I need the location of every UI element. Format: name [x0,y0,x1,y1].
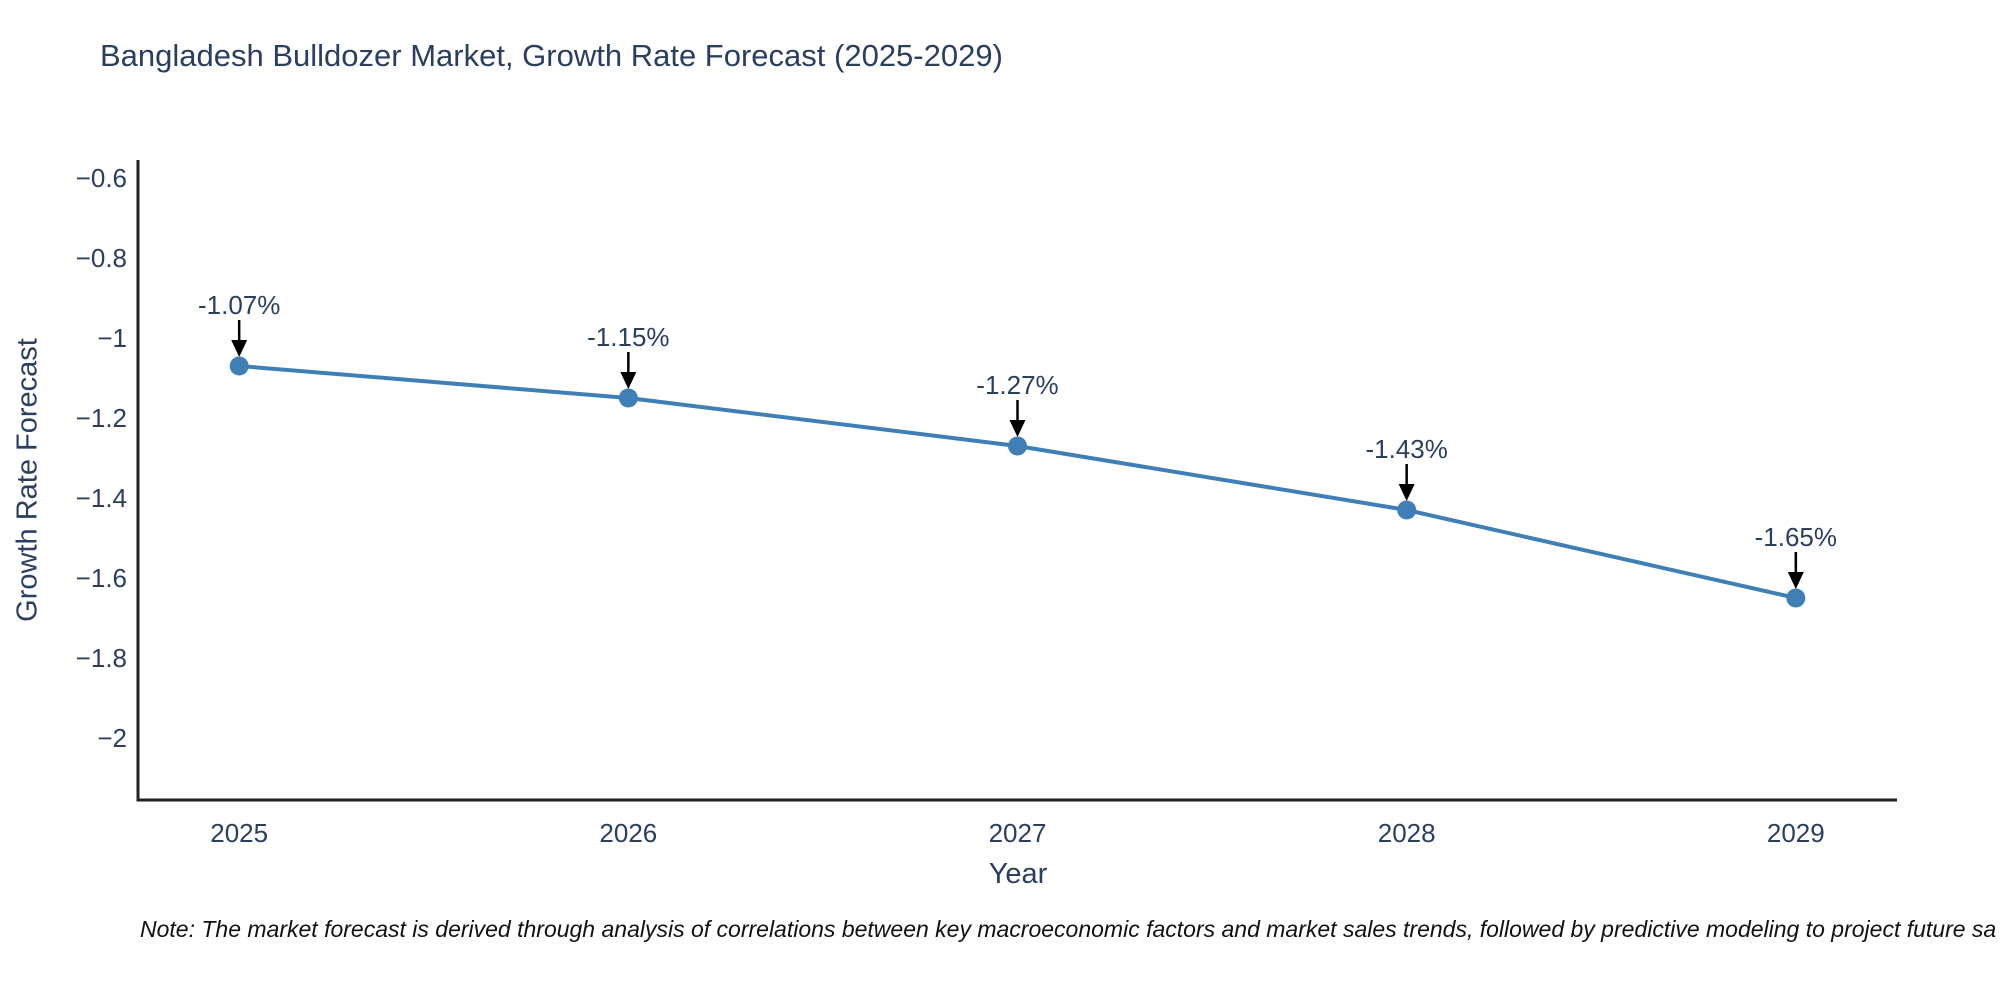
y-tick-label: −2 [97,723,127,753]
annotation-arrow-head [1398,484,1415,501]
x-tick-label: 2027 [989,818,1047,848]
annotation-arrow-head [231,340,248,357]
x-tick-label: 2029 [1767,818,1825,848]
data-point-label: -1.15% [587,322,669,352]
x-tick-label: 2026 [599,818,657,848]
y-axis-title: Growth Rate Forecast [11,338,44,622]
y-tick-label: −0.6 [76,163,127,193]
y-tick-label: −1.4 [76,483,127,513]
chart-title: Bangladesh Bulldozer Market, Growth Rate… [100,38,1003,73]
data-point-label: -1.07% [198,290,280,320]
axis-lines [136,160,1897,802]
footnote: Note: The market forecast is derived thr… [140,916,1997,942]
data-point-marker [1397,500,1417,520]
data-point-marker [1786,588,1806,608]
x-tick-label: 2028 [1378,818,1436,848]
data-point-label: -1.65% [1755,522,1837,552]
y-tick-label: −1.2 [76,403,127,433]
x-axis-title: Year [988,858,1048,890]
data-point-label: -1.43% [1365,434,1447,464]
y-tick-label: −1 [97,323,127,353]
data-point-marker [229,356,249,376]
data-point-label: -1.27% [976,370,1058,400]
annotation-arrow-head [620,372,637,389]
data-point-marker [618,388,638,408]
y-tick-label: −1.6 [76,563,127,593]
annotation-arrow-head [1009,420,1026,437]
x-tick-label: 2025 [210,818,268,848]
annotation-arrow-head [1787,572,1804,589]
y-tick-label: −1.8 [76,643,127,673]
data-point-marker [1008,436,1027,456]
y-tick-label: −0.8 [76,243,127,273]
